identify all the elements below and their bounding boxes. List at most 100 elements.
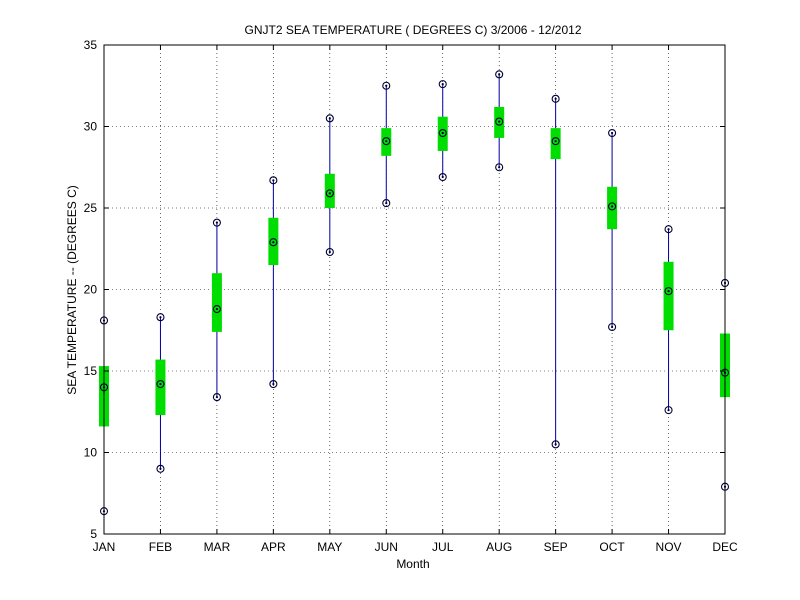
min-marker-dot bbox=[667, 409, 670, 412]
iqr-box bbox=[324, 173, 335, 208]
box-jun bbox=[381, 81, 392, 208]
box-mar bbox=[211, 218, 222, 402]
x-tick-label: FEB bbox=[149, 540, 172, 554]
max-marker bbox=[495, 70, 504, 79]
x-tick-label: AUG bbox=[486, 540, 512, 554]
y-tick-label: 5 bbox=[90, 527, 97, 541]
y-tick-label: 30 bbox=[84, 120, 98, 134]
iqr-box bbox=[607, 186, 618, 230]
median-marker-dot bbox=[498, 120, 501, 123]
max-marker bbox=[156, 313, 165, 322]
median-marker bbox=[382, 137, 391, 146]
median-marker-dot bbox=[272, 241, 275, 244]
iqr-box bbox=[663, 261, 674, 331]
box-nov bbox=[663, 225, 674, 415]
median-marker-dot bbox=[159, 382, 162, 386]
median-marker-dot bbox=[441, 131, 444, 135]
min-marker bbox=[438, 172, 447, 182]
y-tick-label: 20 bbox=[84, 283, 98, 297]
x-axis-label: Month bbox=[396, 557, 429, 571]
max-marker bbox=[269, 176, 278, 185]
box-apr bbox=[268, 176, 279, 389]
min-marker bbox=[156, 464, 165, 473]
min-marker bbox=[325, 247, 334, 257]
min-marker bbox=[551, 440, 560, 449]
y-tick-label: 25 bbox=[84, 201, 98, 215]
median-marker-dot bbox=[385, 140, 388, 143]
x-tick-label: DEC bbox=[712, 540, 738, 554]
iqr-box bbox=[550, 128, 561, 160]
min-marker-dot bbox=[328, 250, 331, 254]
x-tick-label: SEP bbox=[544, 540, 568, 554]
plot-frame bbox=[103, 44, 726, 535]
median-marker-dot bbox=[610, 205, 614, 208]
min-marker bbox=[608, 322, 617, 332]
box-sep bbox=[550, 94, 561, 449]
max-marker-dot bbox=[610, 131, 614, 135]
chart-title: GNJT2 SEA TEMPERATURE ( DEGREES C) 3/200… bbox=[244, 23, 581, 37]
max-marker bbox=[325, 114, 334, 123]
min-marker-dot bbox=[498, 166, 501, 169]
data-marks bbox=[99, 70, 730, 516]
max-marker-dot bbox=[441, 83, 444, 86]
max-marker bbox=[551, 94, 560, 103]
min-marker bbox=[212, 393, 221, 402]
x-tick-label: JUN bbox=[375, 540, 398, 554]
min-marker-dot bbox=[385, 202, 388, 205]
x-tick-label: MAY bbox=[317, 540, 342, 554]
median-marker-dot bbox=[554, 140, 557, 143]
box-jul bbox=[437, 80, 448, 182]
max-marker-dot bbox=[498, 73, 501, 76]
x-tick-label: OCT bbox=[599, 540, 625, 554]
y-tick-label: 35 bbox=[84, 38, 98, 52]
median-marker bbox=[551, 137, 560, 146]
max-marker-dot bbox=[385, 84, 388, 87]
median-marker bbox=[664, 287, 673, 296]
median-marker bbox=[325, 189, 334, 198]
box-may bbox=[324, 114, 335, 257]
max-marker-dot bbox=[159, 316, 162, 319]
max-marker bbox=[382, 81, 391, 90]
min-marker bbox=[495, 163, 504, 172]
y-tick-label: 10 bbox=[84, 446, 98, 460]
median-marker bbox=[438, 128, 447, 138]
median-marker-dot bbox=[667, 290, 670, 293]
box-oct bbox=[607, 128, 618, 332]
min-marker-dot bbox=[610, 325, 614, 329]
max-marker-dot bbox=[328, 117, 331, 120]
min-marker bbox=[269, 379, 278, 389]
min-marker bbox=[664, 406, 673, 415]
median-marker-dot bbox=[215, 307, 219, 311]
x-tick-label: JAN bbox=[93, 540, 116, 554]
box-aug bbox=[494, 70, 505, 172]
median-marker bbox=[156, 379, 165, 389]
y-tick-label: 15 bbox=[84, 364, 98, 378]
min-marker-dot bbox=[215, 395, 219, 399]
min-marker-dot bbox=[159, 467, 162, 470]
x-tick-label: APR bbox=[261, 540, 286, 554]
median-marker-dot bbox=[328, 192, 331, 195]
max-marker-dot bbox=[215, 221, 219, 224]
min-marker bbox=[382, 199, 391, 208]
median-marker bbox=[495, 117, 504, 126]
min-marker-dot bbox=[441, 175, 444, 179]
max-marker-dot bbox=[272, 179, 275, 182]
x-tick-label: NOV bbox=[656, 540, 682, 554]
max-marker-dot bbox=[554, 97, 557, 100]
max-marker-dot bbox=[667, 228, 670, 231]
median-marker bbox=[608, 202, 617, 211]
y-axis-label: SEA TEMPERATURE -- (DEGREES C) bbox=[65, 185, 79, 395]
max-marker bbox=[664, 225, 673, 234]
x-tick-label: MAR bbox=[204, 540, 231, 554]
iqr-box bbox=[211, 273, 222, 332]
min-marker-dot bbox=[272, 382, 275, 386]
box-feb bbox=[155, 313, 166, 473]
axes: 5 10 15 20 25 30 35 JAN FEB MAR APR MAY JUN JUL AUG SEP… bbox=[84, 38, 738, 554]
x-tick-label: JUL bbox=[432, 540, 454, 554]
max-marker bbox=[438, 80, 447, 89]
min-marker-dot bbox=[554, 443, 557, 446]
median-marker bbox=[212, 305, 221, 314]
max-marker bbox=[212, 218, 221, 227]
grid bbox=[104, 45, 725, 534]
